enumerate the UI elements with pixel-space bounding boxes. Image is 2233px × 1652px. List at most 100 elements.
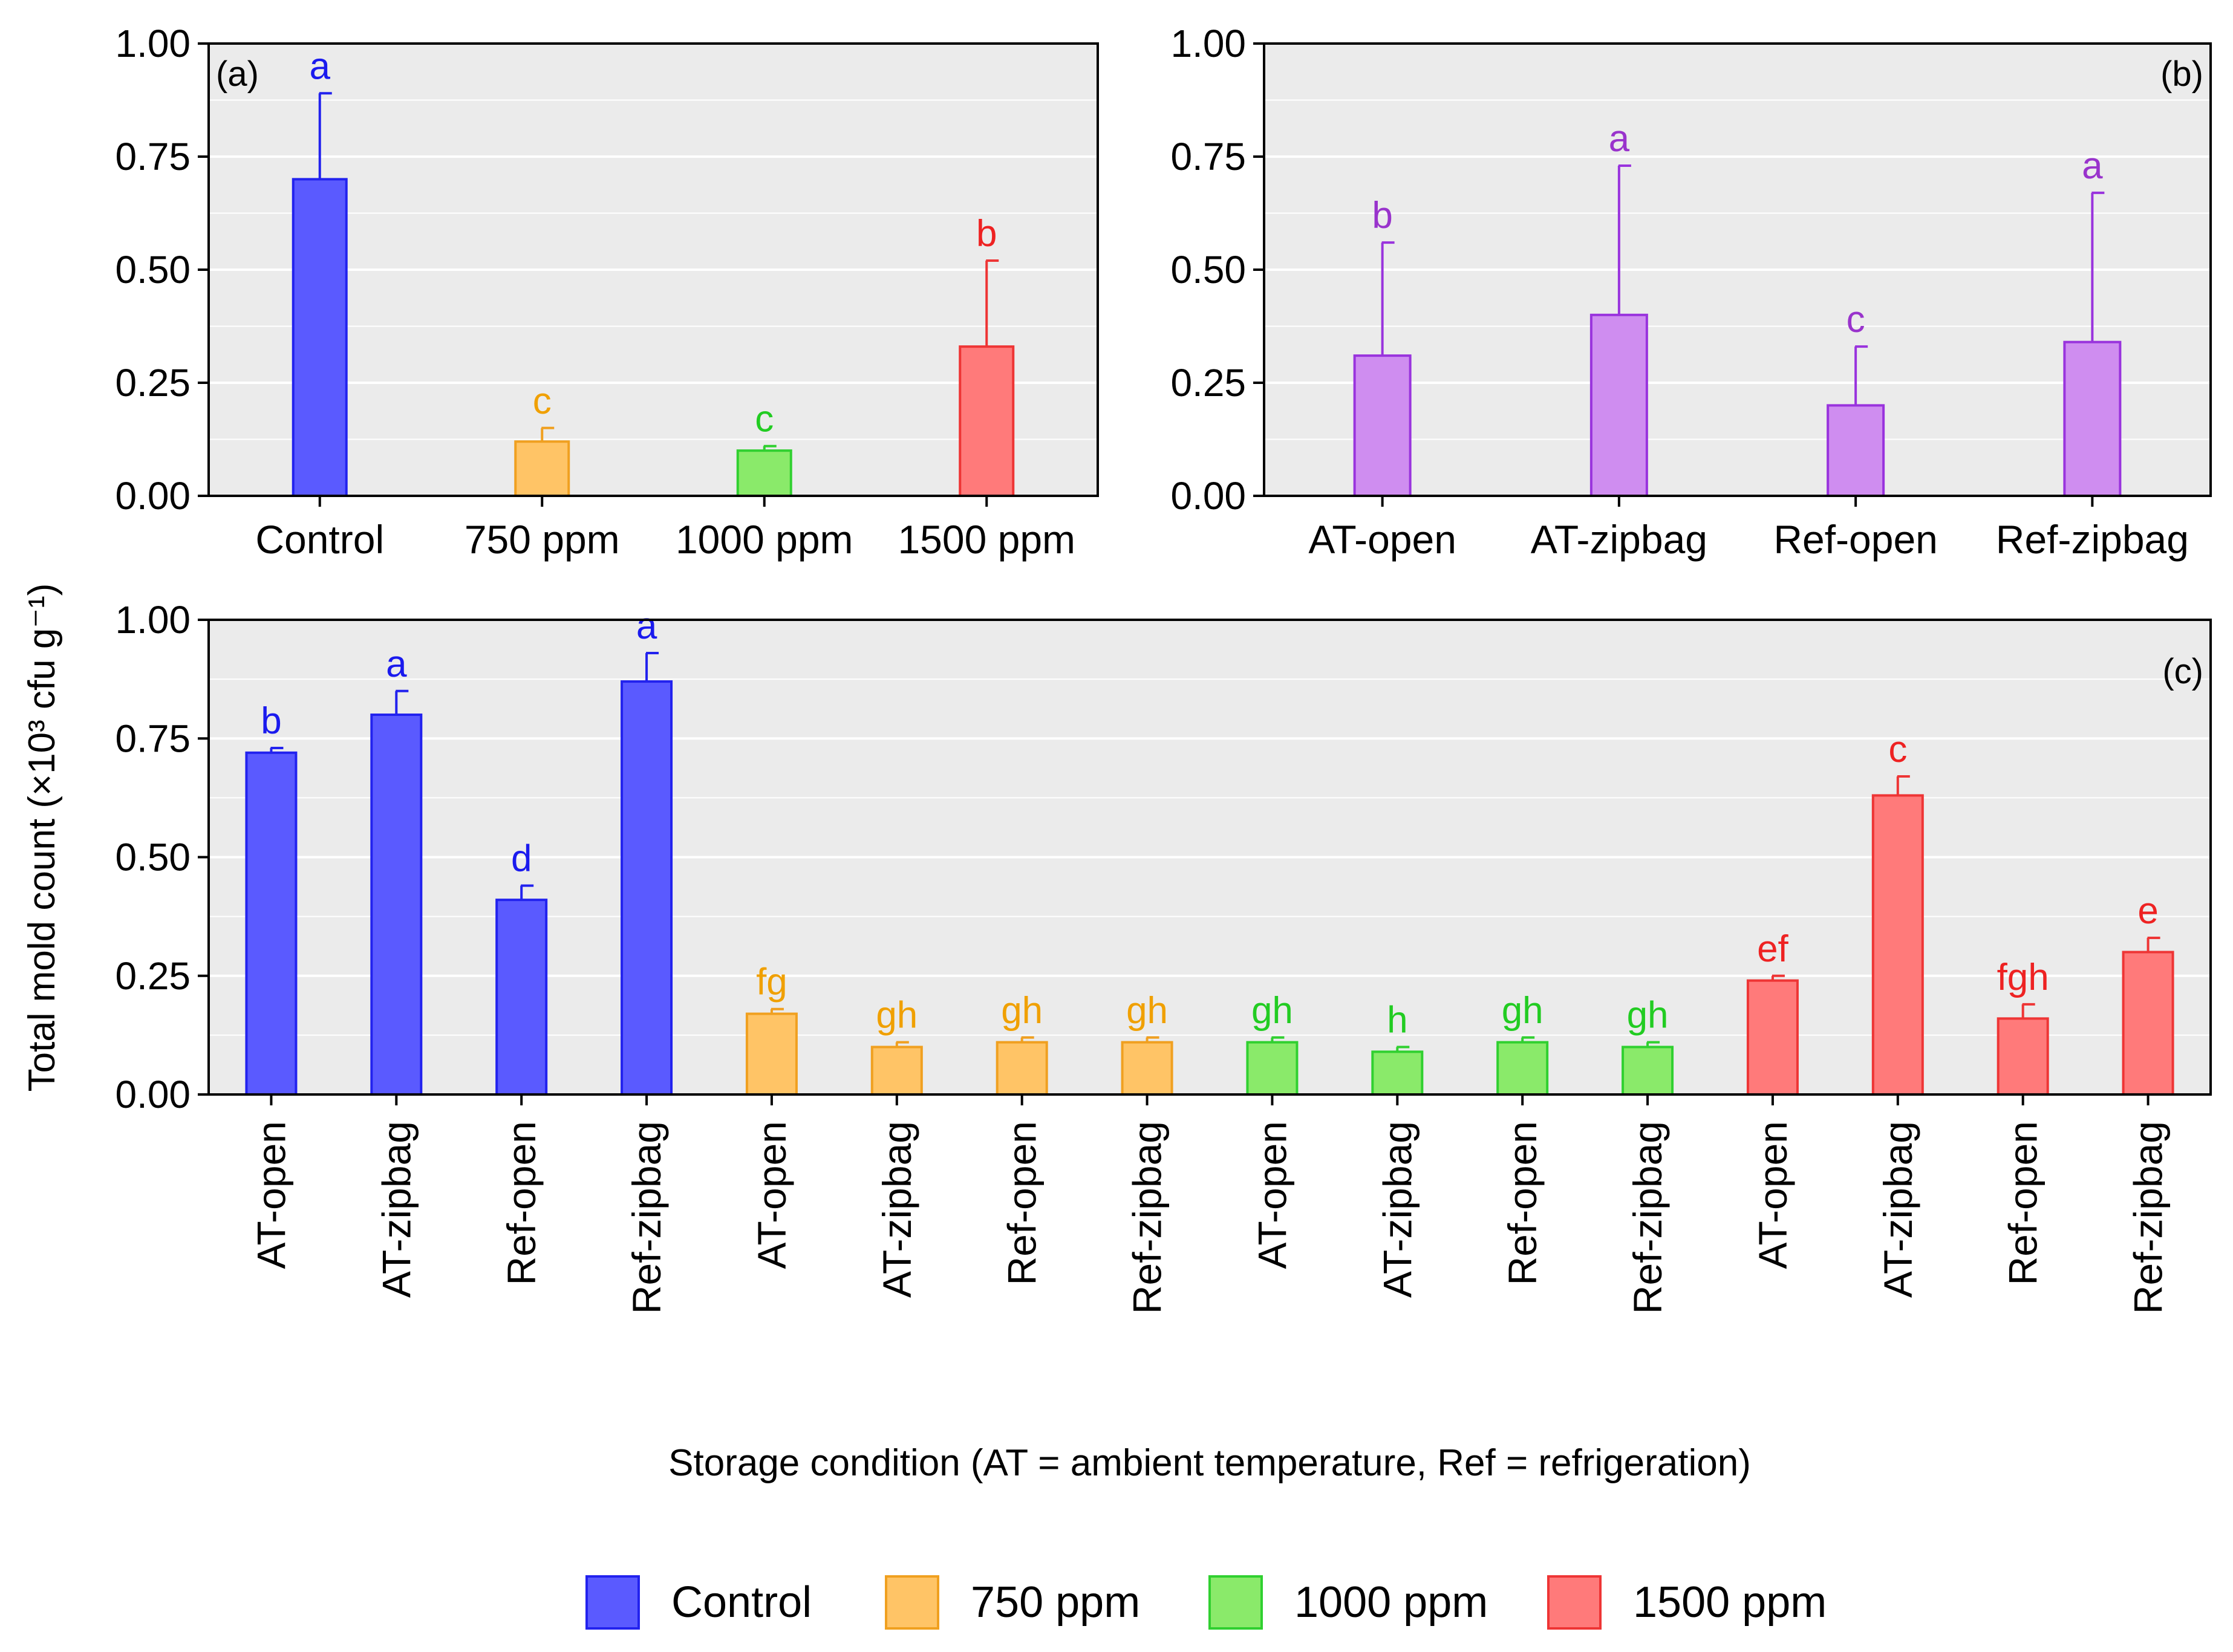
bar — [292, 178, 348, 497]
y-tick-label: 0.75 — [115, 717, 191, 760]
legend-label: 1000 ppm — [1294, 1578, 1488, 1627]
x-tick-label: Ref-zipbag — [2126, 1121, 2171, 1314]
significance-letter: gh — [1627, 995, 1669, 1036]
bar — [870, 1046, 923, 1096]
x-tick-label: Ref-open — [1500, 1121, 1545, 1286]
panel-label: (b) — [2160, 54, 2203, 94]
x-tick-label: Ref-zipbag — [1996, 517, 2189, 562]
bar — [1371, 1050, 1424, 1096]
x-tick-label: 750 ppm — [465, 517, 620, 562]
significance-letter: gh — [1126, 990, 1168, 1032]
significance-letter: c — [533, 380, 552, 422]
y-tick-label: 0.00 — [1170, 474, 1246, 518]
significance-letter: fgh — [1997, 957, 2049, 998]
bar — [745, 1012, 798, 1096]
significance-letter: gh — [876, 995, 918, 1036]
bar — [1622, 1046, 1674, 1096]
significance-letter: a — [386, 643, 407, 685]
x-tick-label: Ref-open — [499, 1121, 544, 1286]
y-tick-label: 1.00 — [115, 22, 191, 65]
x-tick-label: Ref-zipbag — [1625, 1121, 1670, 1314]
legend-swatch — [885, 1575, 939, 1630]
legend-swatch — [585, 1575, 640, 1630]
significance-letter: gh — [1001, 990, 1043, 1032]
bar — [2122, 951, 2174, 1096]
x-tick-label: AT-zipbag — [374, 1121, 419, 1298]
y-tick-label: 0.50 — [115, 836, 191, 879]
significance-letter: c — [1888, 729, 1907, 770]
significance-letter: a — [636, 605, 657, 647]
legend: Control 750 ppm 1000 ppm 1500 ppm — [585, 1575, 1827, 1630]
significance-letter: b — [976, 213, 997, 255]
x-tick-label: AT-open — [249, 1121, 293, 1269]
bar — [1746, 979, 1799, 1096]
significance-letter: gh — [1502, 990, 1544, 1032]
bar — [1827, 404, 1885, 498]
x-tick-label: 1500 ppm — [898, 517, 1075, 562]
y-tick-label: 0.25 — [115, 361, 191, 405]
significance-letter: c — [755, 398, 774, 440]
y-tick-label: 0.50 — [115, 248, 191, 291]
y-tick-label: 0.25 — [115, 954, 191, 998]
significance-letter: a — [310, 45, 331, 87]
y-tick-label: 1.00 — [115, 598, 191, 642]
x-tick-label: Control — [255, 517, 384, 562]
x-tick-label: AT-open — [1750, 1121, 1795, 1269]
y-tick-label: 0.50 — [1170, 248, 1246, 291]
y-tick-label: 0.25 — [1170, 361, 1246, 405]
bar — [1353, 354, 1412, 497]
bar — [959, 345, 1015, 497]
significance-letter: fg — [756, 961, 787, 1003]
x-tick-label: AT-open — [749, 1121, 794, 1269]
legend-swatch — [1547, 1575, 1602, 1630]
bar — [1997, 1017, 2049, 1096]
bar — [1871, 794, 1924, 1096]
bar — [2063, 340, 2122, 497]
x-tick-label: AT-zipbag — [1876, 1121, 1920, 1298]
bar — [1246, 1041, 1299, 1096]
bar — [1496, 1041, 1549, 1096]
plot-frame — [207, 42, 1099, 497]
y-tick-label: 0.75 — [1170, 135, 1246, 178]
bar — [996, 1041, 1048, 1096]
bar — [245, 751, 298, 1096]
x-tick-label: AT-zipbag — [1375, 1121, 1420, 1298]
bar — [1589, 313, 1648, 497]
significance-letter: b — [261, 700, 281, 742]
x-tick-label: Ref-open — [1000, 1121, 1045, 1286]
significance-letter: a — [2082, 145, 2103, 187]
significance-letter: c — [1847, 299, 1865, 340]
x-tick-label: Ref-zipbag — [624, 1121, 669, 1314]
legend-swatch — [1208, 1575, 1263, 1630]
y-tick-label: 0.75 — [115, 135, 191, 178]
panel-label: (c) — [2162, 652, 2203, 691]
legend-label: 750 ppm — [971, 1578, 1140, 1627]
legend-label: 1500 ppm — [1633, 1578, 1827, 1627]
x-tick-label: Ref-zipbag — [1125, 1121, 1170, 1314]
panel-label: (a) — [216, 54, 259, 94]
y-tick-label: 1.00 — [1170, 22, 1246, 65]
y-tick-label: 0.00 — [115, 1073, 191, 1116]
x-tick-label: Ref-open — [1773, 517, 1938, 562]
bar — [736, 449, 792, 498]
significance-letter: ef — [1757, 928, 1788, 970]
plot-frame — [207, 619, 2212, 1096]
y-axis-title: Total mold count (×10³ cfu g⁻¹) — [21, 584, 63, 1092]
significance-letter: e — [2137, 890, 2158, 932]
panel-c-chart: 0.00 0.25 0.50 0.75 1.00 b AT-open a AT-zipbag d R… — [115, 598, 2212, 1314]
x-tick-label: AT-zipbag — [875, 1121, 919, 1298]
legend-label: Control — [671, 1578, 812, 1627]
significance-letter: a — [1609, 118, 1630, 160]
y-tick-label: 0.00 — [115, 474, 191, 518]
x-tick-label: 1000 ppm — [676, 517, 853, 562]
x-tick-label: Ref-open — [2001, 1121, 2046, 1286]
x-tick-label: AT-open — [1308, 517, 1456, 562]
significance-letter: b — [1372, 195, 1392, 236]
x-axis-title: Storage condition (AT = ambient temperat… — [668, 1442, 1751, 1484]
bar — [495, 899, 548, 1096]
plot-frame — [1263, 42, 2212, 497]
panel-a-chart: 0.00 0.25 0.50 0.75 1.00 a Control c 750 ppm c 100… — [115, 22, 1099, 562]
significance-letter: d — [511, 838, 532, 880]
bar — [621, 680, 673, 1096]
